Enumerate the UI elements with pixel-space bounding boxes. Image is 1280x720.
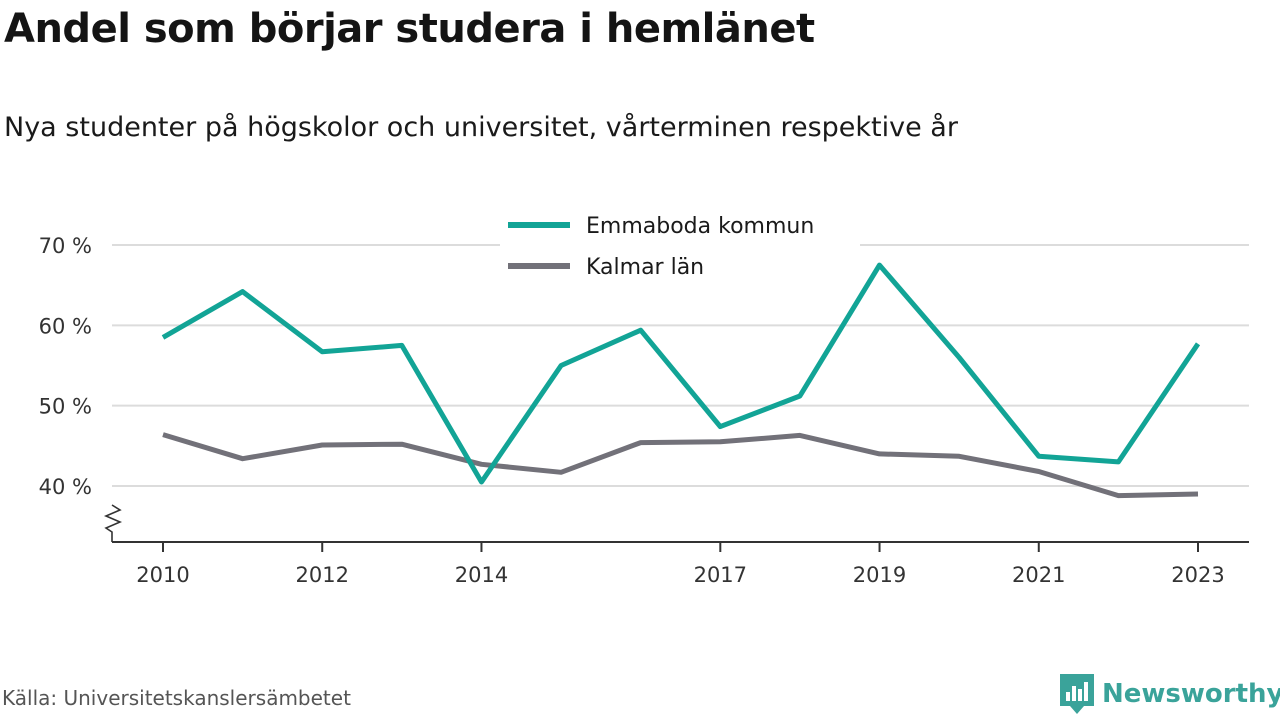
x-tick-label: 2012 bbox=[296, 563, 349, 587]
y-tick-label: 60 % bbox=[39, 314, 92, 338]
chart-subtitle: Nya studenter på högskolor och universit… bbox=[4, 112, 958, 143]
legend-label-emmaboda: Emmaboda kommun bbox=[586, 214, 814, 239]
legend: Emmaboda kommun Kalmar län bbox=[500, 208, 860, 280]
brand-name: Newsworthy bbox=[1102, 679, 1280, 709]
source-note: Källa: Universitetskanslersämbetet bbox=[2, 686, 351, 710]
y-tick-label: 50 % bbox=[39, 395, 92, 419]
newsworthy-bar-chart-icon bbox=[1060, 674, 1094, 714]
series-line-emmaboda bbox=[161, 262, 1201, 485]
x-tick-label: 2017 bbox=[694, 563, 747, 587]
axis-break-icon bbox=[103, 504, 123, 542]
y-axis-ticks: 40 % 50 % 60 % 70 % bbox=[39, 234, 92, 499]
x-tick-label: 2023 bbox=[1171, 563, 1224, 587]
x-tick-label: 2019 bbox=[853, 563, 906, 587]
series-lines bbox=[161, 262, 1201, 499]
axes bbox=[103, 504, 1249, 543]
line-chart: 40 % 50 % 60 % 70 % 2010 2012 2014 2017 2019 202… bbox=[38, 208, 1249, 587]
x-tick-label: 2021 bbox=[1012, 563, 1065, 587]
series-line-kalmar bbox=[162, 432, 1199, 499]
x-tick-label: 2010 bbox=[136, 563, 189, 587]
x-axis-ticks: 2010 2012 2014 2017 2019 2021 2023 bbox=[136, 542, 1225, 587]
brand-logo: Newsworthy bbox=[1058, 672, 1280, 716]
y-tick-label: 40 % bbox=[39, 475, 92, 499]
x-tick-label: 2014 bbox=[455, 563, 508, 587]
legend-label-kalmar: Kalmar län bbox=[586, 255, 704, 280]
chart-title: Andel som börjar studera i hemlänet bbox=[4, 6, 815, 52]
y-tick-label: 70 % bbox=[39, 234, 92, 258]
